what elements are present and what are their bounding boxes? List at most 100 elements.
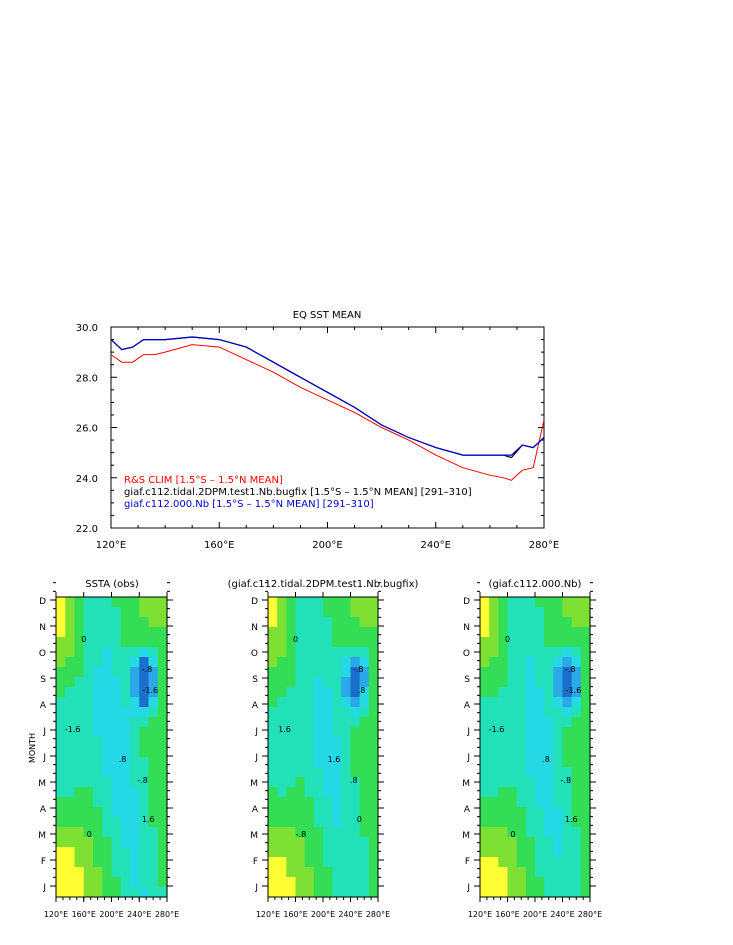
panel-month-label: O <box>463 649 470 659</box>
heatmap-cell <box>120 607 131 618</box>
heatmap-cell <box>74 627 85 638</box>
heatmap-cell <box>516 677 527 688</box>
heatmap-cell <box>368 667 379 678</box>
heatmap-cell <box>332 627 342 638</box>
heatmap-cell <box>480 657 490 668</box>
heatmap-cell <box>580 627 591 638</box>
heatmap-cell <box>544 877 554 888</box>
heatmap-cell <box>93 847 103 858</box>
heatmap-cell <box>359 777 370 788</box>
heatmap-cell <box>323 807 333 818</box>
heatmap-cell <box>535 767 545 778</box>
heatmap-cell <box>111 837 122 848</box>
heatmap-cell <box>341 867 352 878</box>
heatmap-cell <box>368 657 379 668</box>
contour-label: -.8 <box>296 830 307 839</box>
heatmap-cell <box>304 887 315 898</box>
heatmap-cell <box>544 787 554 798</box>
heatmap-cell <box>525 677 536 688</box>
heatmap-cell <box>74 697 85 708</box>
heatmap-cell <box>535 717 545 728</box>
heatmap-cell <box>74 767 85 778</box>
heatmap-cell <box>148 817 159 828</box>
panel-month-label: D <box>463 597 470 607</box>
heatmap-cell <box>332 727 342 738</box>
heatmap-cell <box>562 657 573 668</box>
series-line-2 <box>110 336 545 459</box>
panel-x-tick-label: 240°E <box>338 910 362 919</box>
heatmap-cell <box>83 747 94 758</box>
heatmap-cell <box>139 837 150 848</box>
heatmap-cell <box>480 847 490 858</box>
heatmap-cell <box>368 837 379 848</box>
heatmap-cell <box>120 647 131 658</box>
heatmap-cell <box>323 867 333 878</box>
heatmap-cell <box>368 787 379 798</box>
heatmap-cell <box>498 887 509 898</box>
heatmap-cell <box>102 807 113 818</box>
panel-month-label: J <box>42 727 46 737</box>
heatmap-cell <box>65 697 76 708</box>
heatmap-cell <box>277 637 287 648</box>
heatmap-cell <box>359 767 370 778</box>
heatmap-cell <box>332 767 342 778</box>
heatmap-cell <box>350 687 361 698</box>
heatmap-cell <box>130 677 140 688</box>
heatmap-cell <box>350 627 361 638</box>
heatmap-cell <box>313 637 324 648</box>
heatmap-cell <box>535 597 545 608</box>
heatmap-cell <box>368 597 379 608</box>
heatmap-cell <box>268 617 278 628</box>
heatmap-cell <box>65 637 76 648</box>
heatmap-cell <box>148 757 159 768</box>
heatmap-cell <box>368 627 379 638</box>
heatmap-cell <box>553 707 564 718</box>
heatmap-cell <box>359 877 370 888</box>
heatmap-cell <box>359 607 370 618</box>
x-tick-label: 200°E <box>312 540 342 551</box>
heatmap-cell <box>286 627 297 638</box>
heatmap-cell <box>268 657 278 668</box>
heatmap-cell <box>313 807 324 818</box>
heatmap-cell <box>580 717 591 728</box>
heatmap-cell <box>350 617 361 628</box>
heatmap-cell <box>489 667 499 678</box>
heatmap-cell <box>286 757 297 768</box>
heatmap-cell <box>313 847 324 858</box>
panel-month-label: J <box>466 753 470 763</box>
heatmap-cell <box>277 837 287 848</box>
heatmap-cell <box>571 807 582 818</box>
heatmap-cell <box>74 657 85 668</box>
heatmap-cell <box>525 767 536 778</box>
heatmap-cell <box>286 767 297 778</box>
heatmap-cell <box>313 827 324 838</box>
heatmap-cell <box>313 707 324 718</box>
x-tick-label: 240°E <box>421 540 451 551</box>
heatmap-cell <box>480 777 490 788</box>
panel-month-label: D <box>39 597 46 607</box>
panel-month-label: S <box>252 675 258 685</box>
heatmap-cell <box>102 627 113 638</box>
heatmap-cell <box>111 807 122 818</box>
heatmap-cell <box>480 867 490 878</box>
heatmap-cell <box>341 707 352 718</box>
panel-month-label: A <box>464 805 471 815</box>
heatmap-cell <box>525 757 536 768</box>
heatmap-cell <box>562 737 573 748</box>
heatmap-cell <box>65 627 76 638</box>
contour-label: 0 <box>87 830 92 839</box>
heatmap-cell <box>130 767 140 778</box>
heatmap-cell <box>120 807 131 818</box>
heatmap-cell <box>111 597 122 608</box>
line-chart-title: EQ SST MEAN <box>293 310 362 321</box>
heatmap-cell <box>148 867 159 878</box>
heatmap-cell <box>507 637 518 648</box>
heatmap-cell <box>286 697 297 708</box>
heatmap-cell <box>83 847 94 858</box>
heatmap-cell <box>562 847 573 858</box>
heatmap-cell <box>295 617 306 628</box>
heatmap-cell <box>350 767 361 778</box>
heatmap-cell <box>544 707 554 718</box>
heatmap-cell <box>65 657 76 668</box>
heatmap-cell <box>580 817 591 828</box>
